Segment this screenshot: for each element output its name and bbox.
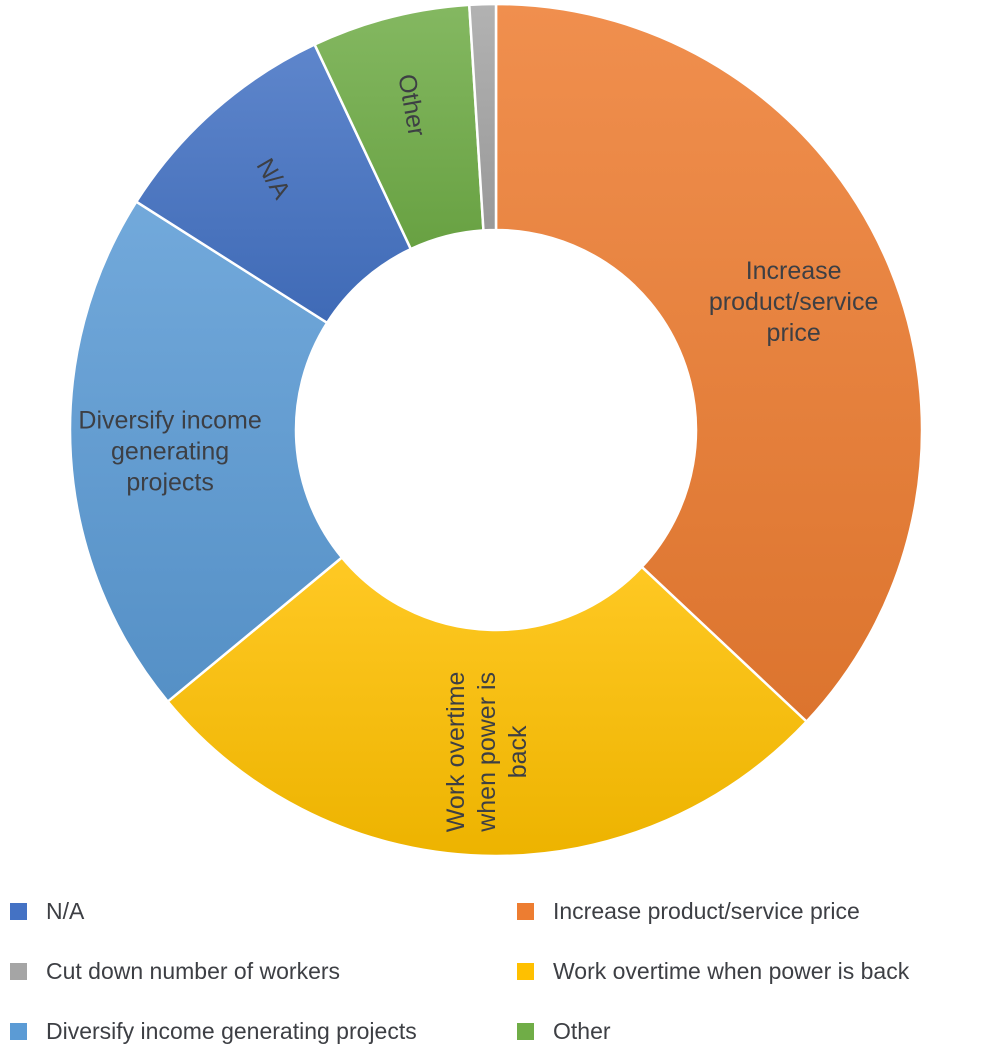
slice-labels: Increase product/service price Work overtim…: [78, 72, 878, 833]
legend: N/A Increase product/service price Cut dow…: [0, 880, 992, 1062]
legend-item-increase-product-service-price: Increase product/service price: [517, 898, 860, 925]
donut-chart: Increase product/service price Work overtim…: [68, 2, 924, 858]
legend-label: Increase product/service price: [553, 898, 860, 924]
legend-swatch: [517, 1023, 534, 1040]
donut-slices: [68, 2, 924, 858]
legend-swatch: [517, 903, 534, 920]
legend-item-cut-down-number-of-workers: Cut down number of workers: [10, 958, 340, 985]
legend-label: N/A: [46, 898, 85, 924]
slice-label-work-overtime-when-power-is-back: Work overtime when power is back: [442, 672, 532, 833]
legend-item-n-a: N/A: [10, 898, 84, 925]
slice-label-increase-product-service-price: Increase product/service price: [709, 257, 879, 347]
legend-label: Work overtime when power is back: [553, 958, 910, 984]
slice-cut-down-number-of-workers: [467, 2, 498, 232]
legend-label: Other: [553, 1018, 611, 1044]
legend-item-diversify-income-generating-projects: Diversify income generating projects: [10, 1018, 417, 1045]
legend-swatch: [517, 963, 534, 980]
legend-swatch: [10, 903, 27, 920]
legend-item-other: Other: [517, 1018, 611, 1045]
legend-label: Diversify income generating projects: [46, 1018, 417, 1044]
slice-increase-product-service-price: [494, 2, 924, 724]
legend-item-work-overtime-when-power-is-back: Work overtime when power is back: [517, 958, 909, 985]
legend-label: Cut down number of workers: [46, 958, 341, 984]
legend-swatch: [10, 963, 27, 980]
legend-swatch: [10, 1023, 27, 1040]
slice-n-a: [134, 42, 413, 325]
slice-label-diversify-income-generating-projects: Diversify income generating projects: [78, 407, 261, 497]
slice-diversify-income-generating-projects: [68, 200, 344, 704]
slice-work-overtime-when-power-is-back: [166, 555, 809, 858]
